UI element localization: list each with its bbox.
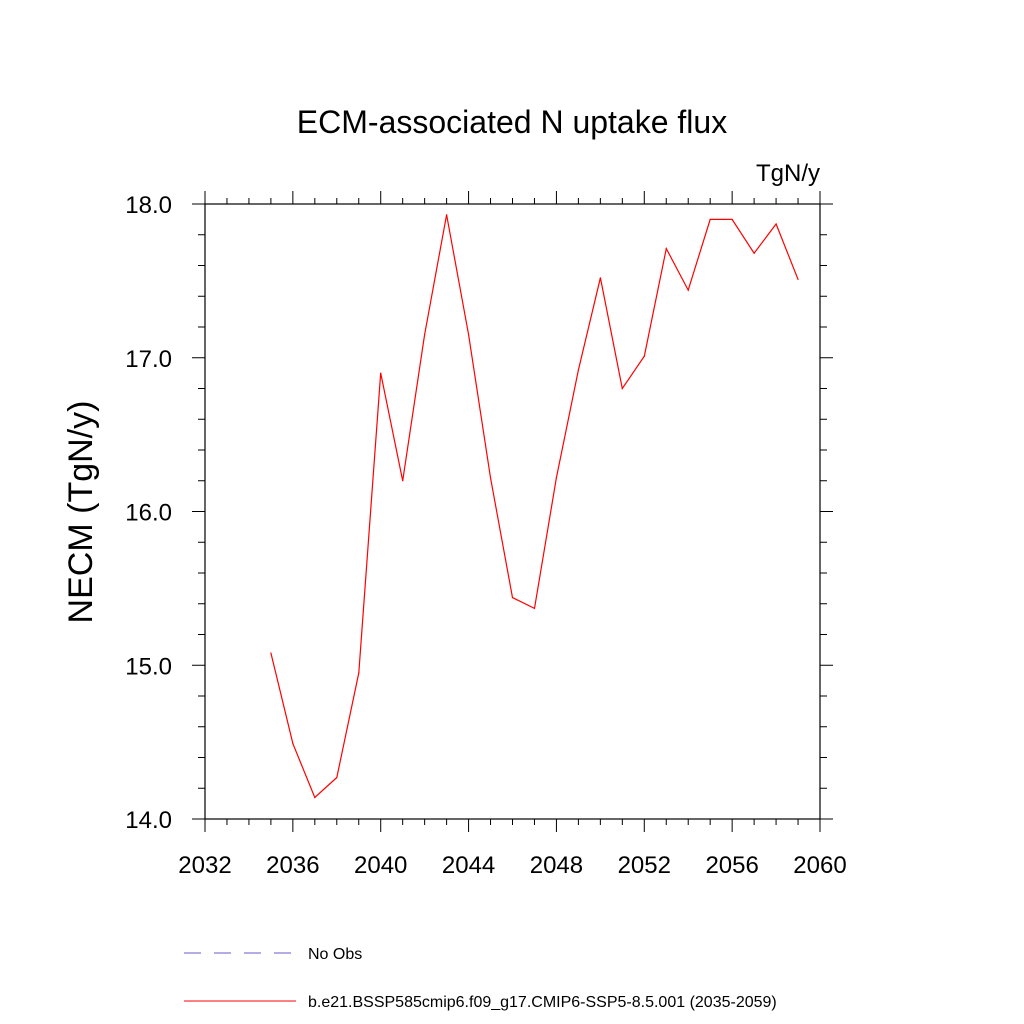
data-point bbox=[533, 607, 536, 609]
data-point bbox=[314, 796, 316, 799]
data-point bbox=[446, 214, 448, 216]
data-point bbox=[489, 477, 492, 479]
series-line bbox=[270, 214, 799, 799]
x-tick-label: 2044 bbox=[442, 852, 495, 879]
plot-frame bbox=[204, 203, 821, 820]
units-label: TgN/y bbox=[756, 160, 820, 187]
y-tick-label: 14.0 bbox=[125, 807, 172, 834]
y-tick-label: 16.0 bbox=[125, 500, 172, 527]
data-point bbox=[467, 334, 470, 336]
data-point bbox=[358, 672, 360, 674]
data-point bbox=[775, 223, 777, 225]
y-axis-label: NECM (TgN/y) bbox=[62, 401, 100, 624]
data-point bbox=[402, 480, 404, 482]
y-tick-label: 17.0 bbox=[125, 346, 172, 373]
y-tick-label: 15.0 bbox=[125, 653, 172, 680]
data-point bbox=[511, 597, 514, 599]
y-tick-label: 18.0 bbox=[125, 192, 172, 219]
x-tick-label: 2048 bbox=[530, 852, 583, 879]
plot-axes: 2032 2036 2040 2044 2048 2052 2056 2060 14.0 15.0… bbox=[125, 191, 847, 879]
data-point bbox=[424, 334, 426, 336]
series-layer bbox=[270, 214, 799, 799]
legend: No Obs b.e21.BSSP585cmip6.f09_g17.CMIP6-S… bbox=[184, 946, 777, 1011]
legend-label: b.e21.BSSP585cmip6.f09_g17.CMIP6-SSP5-8.… bbox=[308, 994, 777, 1011]
chart-title: ECM-associated N uptake flux bbox=[297, 104, 727, 140]
data-point bbox=[731, 218, 733, 220]
data-point bbox=[687, 289, 689, 291]
data-point bbox=[797, 278, 799, 280]
x-tick-label: 2052 bbox=[618, 852, 671, 879]
legend-label: No Obs bbox=[308, 946, 362, 963]
x-tick-label: 2032 bbox=[178, 852, 231, 879]
data-point bbox=[665, 247, 667, 250]
data-point bbox=[292, 743, 294, 745]
x-tick-label: 2036 bbox=[266, 852, 319, 879]
data-point bbox=[336, 776, 338, 779]
data-point bbox=[555, 477, 558, 479]
data-point bbox=[709, 218, 711, 220]
x-tick-label: 2056 bbox=[705, 852, 758, 879]
x-tick-label: 2060 bbox=[793, 852, 846, 879]
data-point bbox=[753, 252, 755, 254]
x-tick-label: 2040 bbox=[354, 852, 407, 879]
data-point bbox=[380, 372, 382, 374]
data-point bbox=[577, 369, 579, 371]
data-point bbox=[599, 277, 601, 279]
data-point bbox=[621, 387, 623, 390]
data-point bbox=[643, 355, 645, 357]
data-point bbox=[270, 652, 272, 654]
